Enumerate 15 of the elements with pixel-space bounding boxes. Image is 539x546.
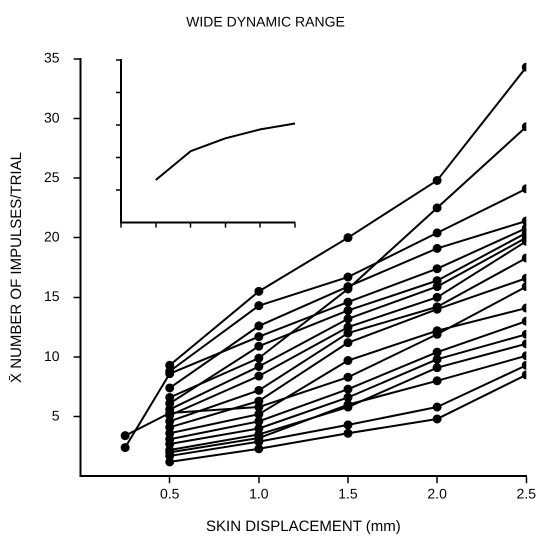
- x-tick-label: 2.0: [427, 485, 448, 502]
- x-axis-title: SKIN DISPLACEMENT (mm): [206, 518, 401, 536]
- x-tick-label: 1.0: [249, 485, 269, 502]
- y-tick-label: 15: [44, 288, 60, 304]
- chart-title: WIDE DYNAMIC RANGE: [186, 13, 345, 30]
- y-tick-label: 20: [44, 228, 60, 245]
- x-tick-label: 0.5: [160, 485, 180, 502]
- y-tick-label: 5: [52, 407, 60, 424]
- y-tick-label: 10: [44, 348, 60, 364]
- y-tick-label: 35: [44, 50, 60, 66]
- y-tick-label: 30: [44, 109, 60, 126]
- y-axis-title: X̄ NUMBER OF IMPULSES/TRIAL: [8, 152, 26, 383]
- x-tick-label: 1.5: [338, 485, 358, 502]
- x-tick-label: 2.5: [516, 485, 536, 502]
- y-tick-label: 25: [44, 168, 60, 185]
